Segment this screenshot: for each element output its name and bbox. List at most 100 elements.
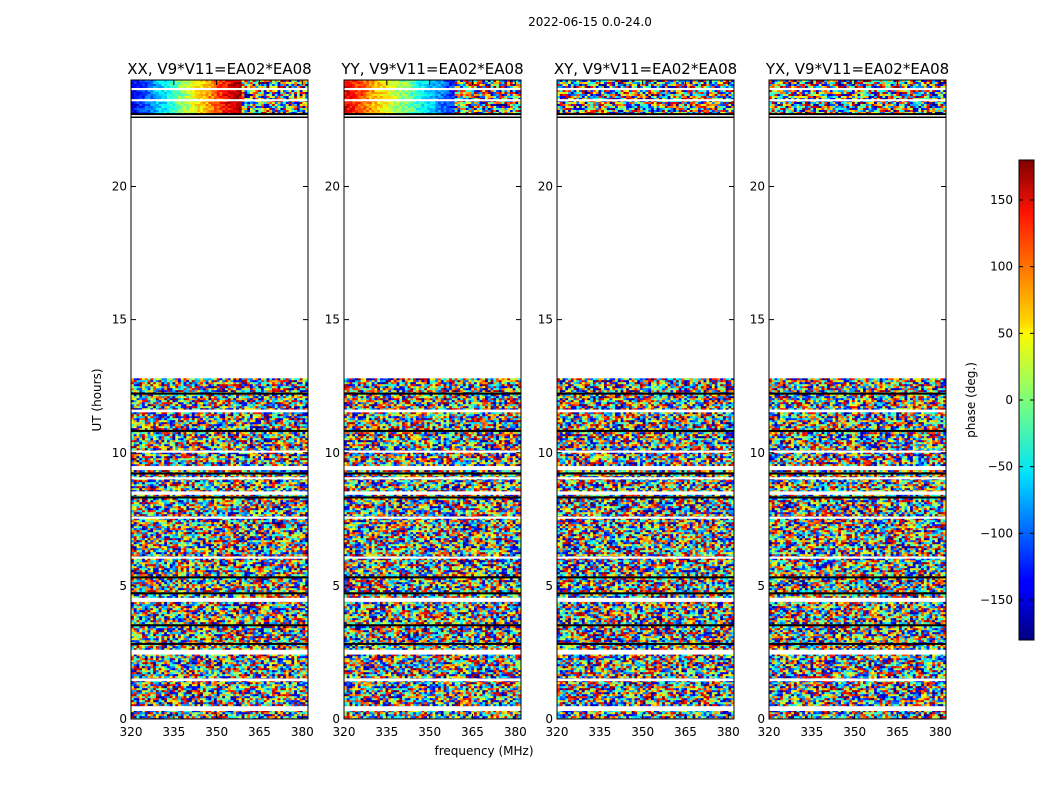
heatmap-cell — [280, 388, 283, 390]
heatmap-cell — [302, 378, 305, 380]
heatmap-cell — [302, 390, 305, 392]
heatmap-cell — [255, 390, 258, 392]
heatmap-cell — [217, 390, 220, 392]
heatmap-cell — [134, 384, 137, 386]
heatmap-cell — [195, 390, 198, 392]
heatmap-cell — [286, 378, 289, 380]
heatmap-cell — [184, 388, 187, 390]
heatmap-cell — [214, 382, 217, 384]
heatmap-cell — [197, 382, 200, 384]
heatmap-cell — [137, 390, 140, 392]
heatmap-cell — [145, 382, 148, 384]
heatmap-cell — [178, 390, 181, 392]
heatmap-cell — [258, 382, 261, 384]
heatmap-cell — [294, 386, 297, 388]
heatmap-cell — [231, 380, 234, 382]
heatmap-cell — [231, 390, 234, 392]
heatmap-cell — [203, 380, 206, 382]
heatmap-cell — [244, 396, 247, 398]
heatmap-cell — [291, 396, 294, 398]
heatmap-cell — [208, 384, 211, 386]
heatmap-cell — [137, 378, 140, 380]
heatmap-cell — [208, 386, 211, 388]
heatmap-cell — [250, 384, 253, 386]
heatmap-cell — [167, 386, 170, 388]
heatmap-cell — [192, 378, 195, 380]
heatmap-cell — [159, 390, 162, 392]
heatmap-cell — [178, 396, 181, 398]
heatmap-cell — [148, 378, 151, 380]
heatmap-cell — [164, 386, 167, 388]
heatmap-cell — [258, 380, 261, 382]
heatmap-cell — [239, 388, 242, 390]
heatmap-cell — [228, 380, 231, 382]
heatmap-cell — [195, 378, 198, 380]
heatmap-cell — [283, 386, 286, 388]
heatmap-cell — [217, 386, 220, 388]
heatmap-cell — [159, 378, 162, 380]
heatmap-cell — [175, 384, 178, 386]
heatmap-cell — [206, 380, 209, 382]
heatmap-cell — [181, 380, 184, 382]
heatmap-cell — [186, 396, 189, 398]
heatmap-cell — [189, 390, 192, 392]
heatmap-cell — [145, 390, 148, 392]
heatmap-cell — [211, 390, 214, 392]
heatmap-cell — [250, 382, 253, 384]
heatmap-cell — [220, 380, 223, 382]
heatmap-cell — [206, 382, 209, 384]
heatmap-cell — [195, 386, 198, 388]
heatmap-cell — [236, 382, 239, 384]
heatmap-cell — [261, 396, 264, 398]
heatmap-cell — [286, 384, 289, 386]
heatmap-cell — [172, 380, 175, 382]
heatmap-cell — [153, 384, 156, 386]
heatmap-cell — [253, 396, 256, 398]
heatmap-cell — [280, 384, 283, 386]
heatmap-cell — [294, 384, 297, 386]
heatmap-cell — [222, 378, 225, 380]
heatmap-cell — [197, 380, 200, 382]
heatmap-cell — [283, 378, 286, 380]
heatmap-cell — [175, 380, 178, 382]
heatmap-cell — [294, 390, 297, 392]
heatmap-cell — [139, 384, 142, 386]
heatmap-cell — [283, 396, 286, 398]
heatmap-cell — [302, 396, 305, 398]
heatmap-cell — [231, 386, 234, 388]
heatmap-cell — [283, 382, 286, 384]
heatmap-cell — [275, 396, 278, 398]
heatmap-cell — [134, 386, 137, 388]
heatmap-cell — [159, 388, 162, 390]
heatmap-cell — [264, 380, 267, 382]
heatmap-cell — [247, 396, 250, 398]
heatmap-cell — [181, 378, 184, 380]
heatmap-cell — [172, 390, 175, 392]
heatmap-cell — [150, 378, 153, 380]
heatmap-cell — [186, 382, 189, 384]
heatmap-row — [131, 382, 308, 384]
heatmap-cell — [261, 388, 264, 390]
heatmap-cell — [192, 386, 195, 388]
heatmap-cell — [197, 384, 200, 386]
heatmap-cell — [255, 396, 258, 398]
heatmap-cell — [142, 396, 145, 398]
heatmap-cell — [294, 396, 297, 398]
heatmap-cell — [228, 388, 231, 390]
heatmap-cell — [161, 396, 164, 398]
heatmap-cell — [195, 396, 198, 398]
panel-title-xx: XX, V9*V11=EA02*EA08 — [127, 60, 311, 78]
heatmap-cell — [286, 396, 289, 398]
heatmap-cell — [208, 382, 211, 384]
heatmap-cell — [269, 382, 272, 384]
heatmap-cell — [283, 384, 286, 386]
heatmap-cell — [181, 384, 184, 386]
heatmap-cell — [164, 380, 167, 382]
heatmap-cell — [181, 396, 184, 398]
heatmap-cell — [172, 382, 175, 384]
heatmap-cell — [181, 390, 184, 392]
heatmap-cell — [167, 382, 170, 384]
heatmap-cell — [286, 380, 289, 382]
heatmap-cell — [222, 386, 225, 388]
heatmap-cell — [244, 386, 247, 388]
